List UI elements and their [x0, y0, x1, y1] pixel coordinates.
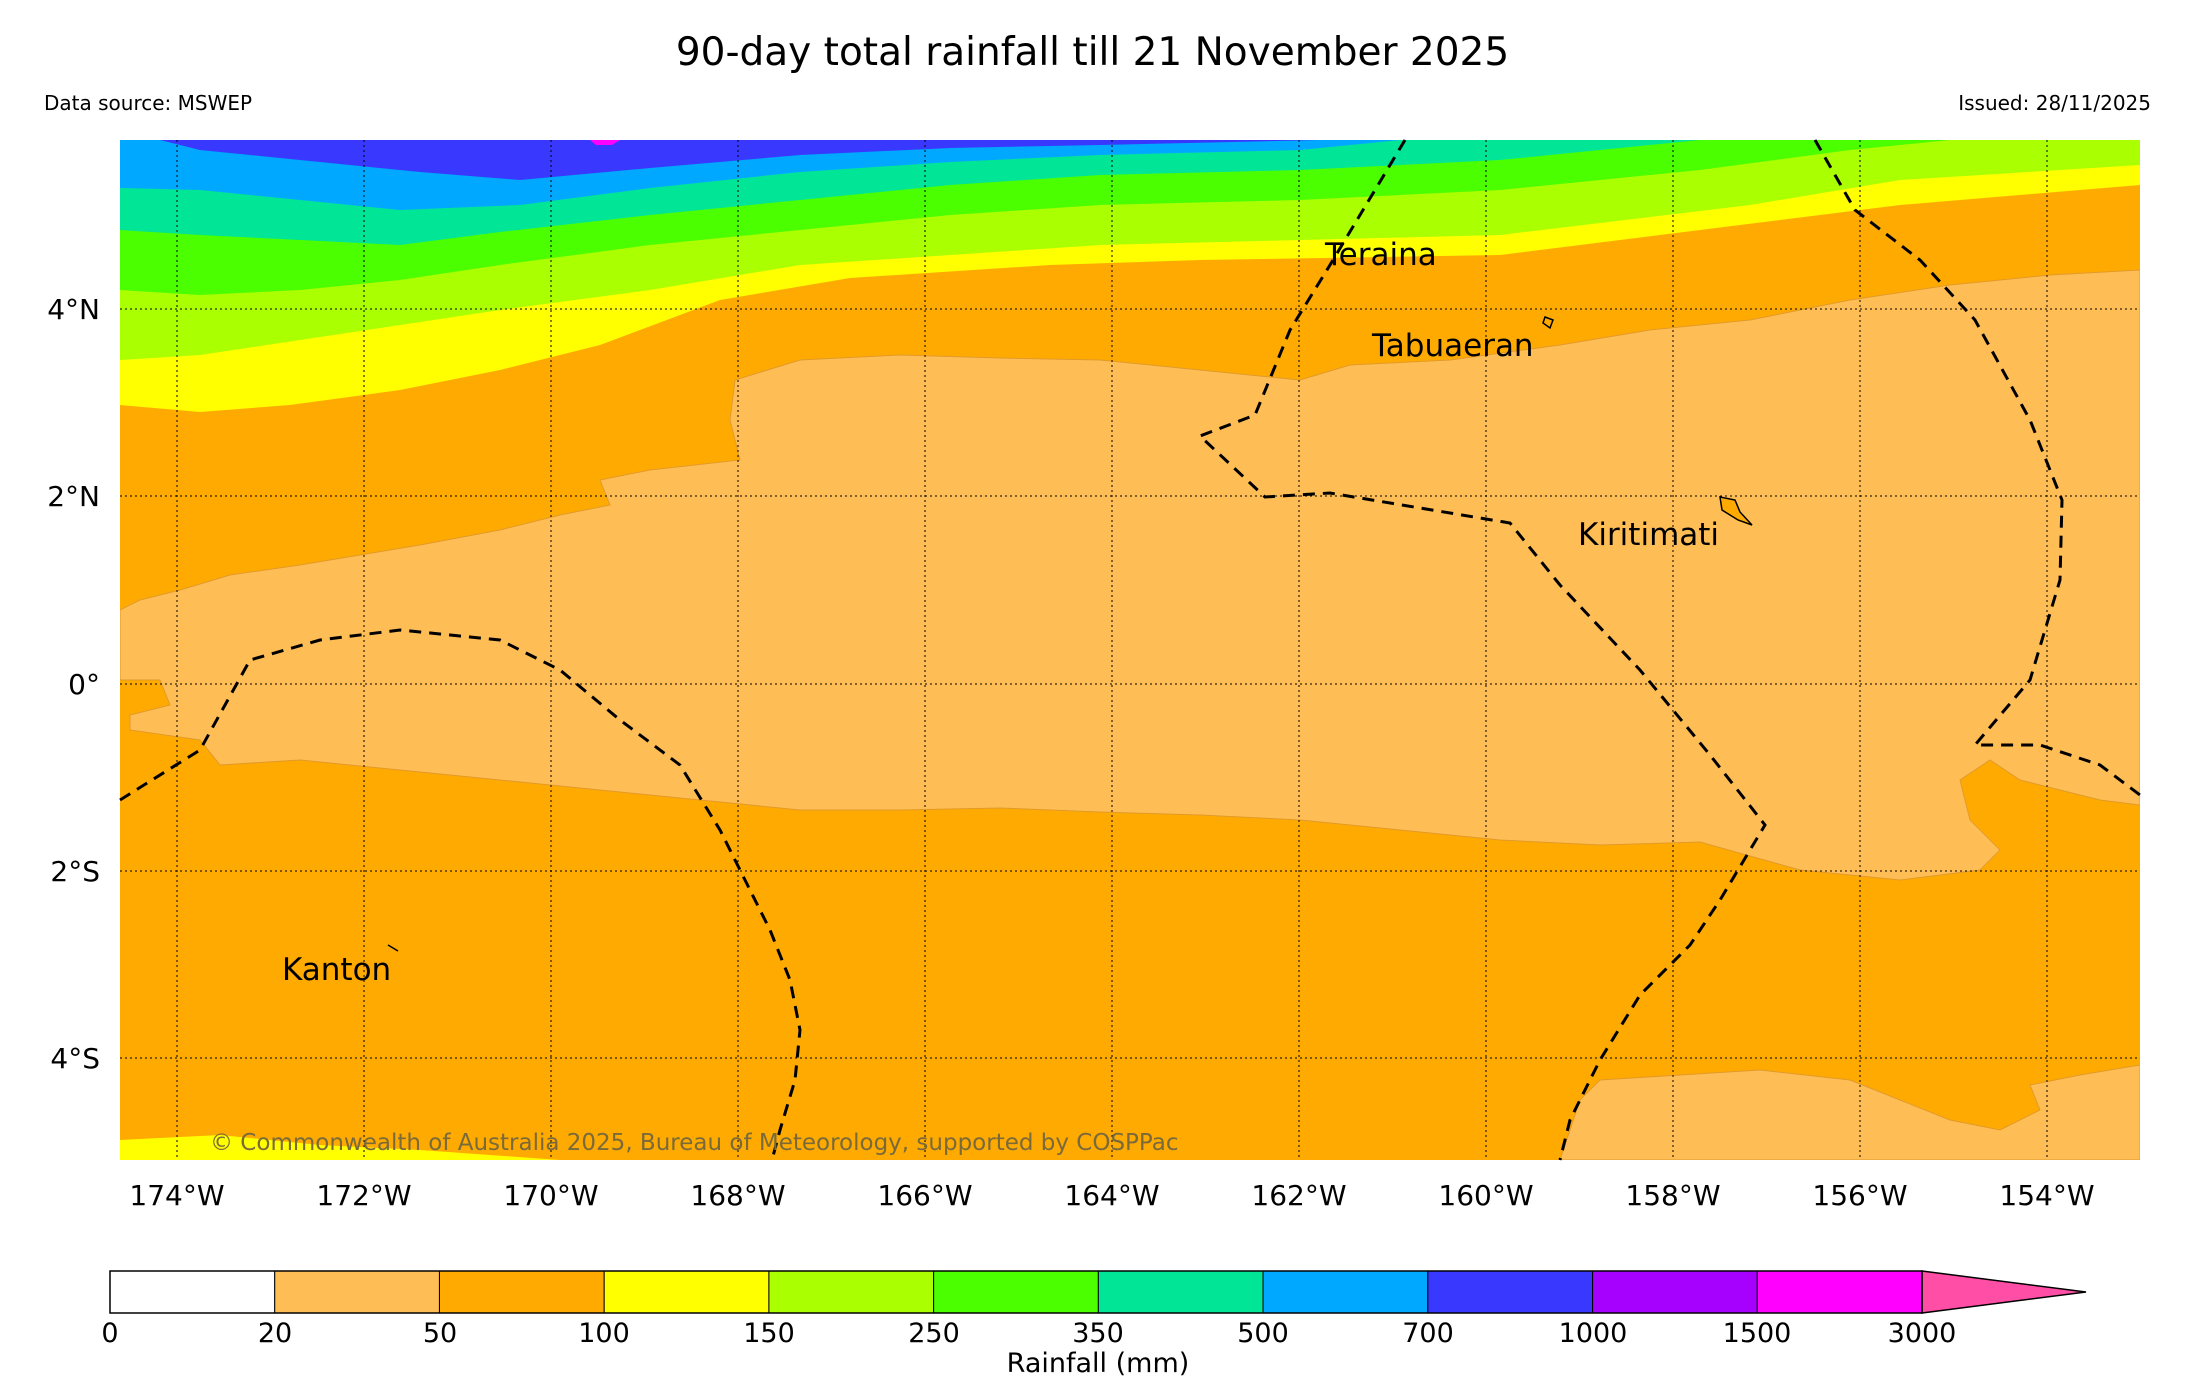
- colorbar-frame: [109, 1270, 1923, 1314]
- colorbar-tick: 500: [1237, 1318, 1289, 1349]
- colorbar-cell: [1097, 1270, 1264, 1314]
- lat-label: 2°S: [50, 855, 100, 888]
- colorbar-extend-arrow: [1921, 1270, 2087, 1314]
- colorbar-cell: [768, 1270, 935, 1314]
- colorbar-tick: 100: [578, 1318, 630, 1349]
- colorbar-cell: [933, 1270, 1099, 1314]
- lon-label: 170°W: [503, 1179, 598, 1212]
- colorbar-tick: 1500: [1723, 1318, 1792, 1349]
- label-teraina: Teraina: [1324, 237, 1437, 273]
- lat-label: 4°N: [47, 293, 100, 326]
- latitude-labels: 4°N 2°N 0° 2°S 4°S: [47, 293, 100, 1075]
- colorbar-tick: 20: [258, 1318, 292, 1349]
- colorbar-cells: [109, 1270, 1923, 1314]
- colorbar-tick: 250: [908, 1318, 960, 1349]
- longitude-labels: 174°W 172°W 170°W 168°W 166°W 164°W 162°…: [129, 1179, 2094, 1212]
- graticule: [120, 140, 2140, 1160]
- band-700-1000: [160, 140, 1320, 180]
- lon-label: 162°W: [1251, 1179, 1346, 1212]
- lon-label: 158°W: [1625, 1179, 1720, 1212]
- lon-label: 168°W: [690, 1179, 785, 1212]
- lat-label: 0°: [68, 668, 100, 701]
- band-20-50-south: [1559, 1064, 2140, 1160]
- band-1500-3000: [590, 140, 620, 145]
- label-tabuaeran: Tabuaeran: [1371, 328, 1534, 364]
- colorbar-cell: [109, 1270, 276, 1314]
- colorbar-cell: [274, 1270, 440, 1314]
- colorbar-tick: 350: [1072, 1318, 1124, 1349]
- lat-label: 4°S: [50, 1042, 100, 1075]
- lat-label: 2°N: [47, 480, 100, 513]
- label-kanton: Kanton: [282, 952, 391, 988]
- map-title: 90-day total rainfall till 21 November 2…: [675, 30, 1510, 75]
- colorbar-tick: 1000: [1559, 1318, 1628, 1349]
- lon-label: 174°W: [129, 1179, 224, 1212]
- colorbar-cell: [438, 1270, 605, 1314]
- kiritimati-island: [1719, 496, 1753, 526]
- lon-label: 172°W: [316, 1179, 411, 1212]
- issued-date: Issued: 28/11/2025: [1958, 91, 2151, 115]
- colorbar-ticks: 0 20 50 100 150 250 350 500 700 1000 150…: [101, 1318, 1956, 1349]
- colorbar-cell: [603, 1270, 770, 1314]
- colorbar: 0 20 50 100 150 250 350 500 700 1000 150…: [101, 1270, 2087, 1379]
- colorbar-label: Rainfall (mm): [1007, 1348, 1190, 1379]
- rainfall-bands: [120, 140, 2140, 1160]
- colorbar-tick: 150: [743, 1318, 795, 1349]
- colorbar-tick: 0: [101, 1318, 118, 1349]
- lon-label: 160°W: [1438, 1179, 1533, 1212]
- copyright-notice: © Commonwealth of Australia 2025, Bureau…: [210, 1130, 1179, 1156]
- band-20-50: [120, 269, 2140, 881]
- kanton-island: [387, 944, 399, 952]
- label-kiritimati: Kiritimati: [1578, 517, 1719, 553]
- colorbar-tick: 3000: [1888, 1318, 1957, 1349]
- colorbar-cell: [1262, 1270, 1429, 1314]
- colorbar-cell: [1592, 1270, 1758, 1314]
- lon-label: 156°W: [1812, 1179, 1907, 1212]
- colorbar-tick: 50: [423, 1318, 457, 1349]
- lon-label: 154°W: [1999, 1179, 2094, 1212]
- lon-label: 166°W: [877, 1179, 972, 1212]
- colorbar-cell: [1427, 1270, 1594, 1314]
- band-100-150-south: [120, 1135, 560, 1160]
- colorbar-tick: 700: [1402, 1318, 1454, 1349]
- colorbar-cell: [1756, 1270, 1923, 1314]
- eez-boundaries: [119, 139, 2141, 1161]
- lon-label: 164°W: [1064, 1179, 1159, 1212]
- data-source: Data source: MSWEP: [44, 91, 253, 115]
- tabuaeran-island: [1542, 316, 1554, 330]
- islands: [387, 316, 1753, 952]
